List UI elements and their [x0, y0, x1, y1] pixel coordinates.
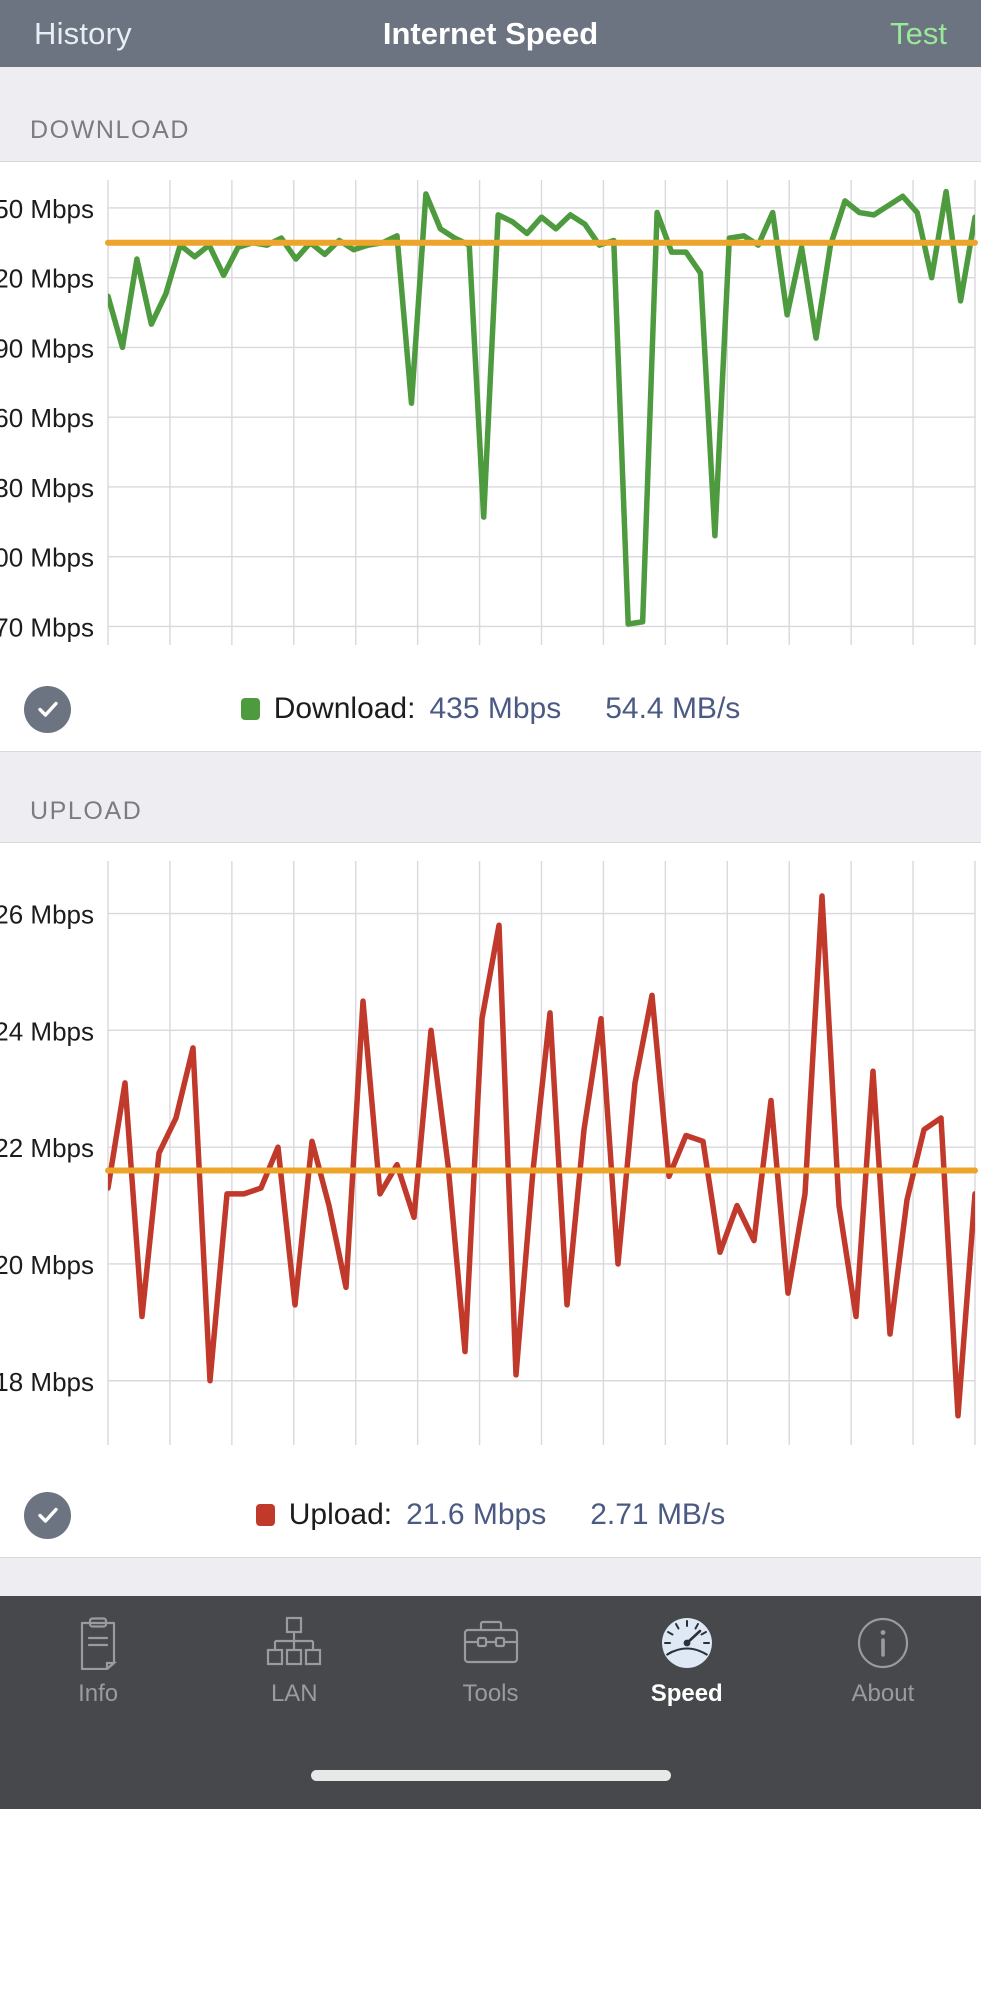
speedometer-icon	[656, 1612, 718, 1674]
download-legend-swatch	[240, 698, 260, 720]
page-title: Internet Speed	[382, 15, 599, 51]
upload-summary-text: Upload: 21.6 Mbps 2.71 MB/s	[0, 1498, 981, 1532]
svg-text:420 Mbps: 420 Mbps	[0, 264, 94, 294]
navigation-bar: History Internet Speed Test	[0, 0, 981, 67]
upload-summary-row: Upload: 21.6 Mbps 2.71 MB/s	[0, 1473, 981, 1557]
check-icon	[24, 685, 71, 733]
history-button[interactable]: History	[34, 15, 132, 51]
upload-legend-label: Upload:	[288, 1498, 393, 1531]
home-indicator-area	[0, 1741, 981, 1809]
upload-chart-panel[interactable]: 26 Mbps 24 Mbps 22 Mbps 20 Mbps 18 Mbps	[0, 843, 981, 1473]
tab-tools[interactable]: Tools	[392, 1612, 588, 1708]
bottom-spacer	[0, 1557, 981, 1596]
upload-section-label: UPLOAD	[30, 797, 143, 825]
tab-info-label: Info	[78, 1680, 119, 1707]
tab-lan[interactable]: LAN	[196, 1612, 392, 1708]
tab-lan-label: LAN	[270, 1680, 318, 1707]
test-button[interactable]: Test	[890, 15, 947, 51]
toolbox-icon	[460, 1612, 522, 1674]
network-tree-icon	[263, 1612, 325, 1674]
tab-speed[interactable]: Speed	[589, 1612, 785, 1708]
info-circle-icon	[852, 1612, 914, 1674]
svg-text:22 Mbps: 22 Mbps	[0, 1133, 94, 1163]
svg-text:330 Mbps: 330 Mbps	[0, 473, 94, 503]
home-indicator[interactable]	[310, 1769, 671, 1781]
download-summary-row: Download: 435 Mbps 54.4 MB/s	[0, 667, 981, 751]
svg-text:390 Mbps: 390 Mbps	[0, 333, 94, 363]
download-section-header: DOWNLOAD	[0, 67, 981, 162]
tab-speed-label: Speed	[650, 1680, 723, 1707]
upload-chart[interactable]: 26 Mbps 24 Mbps 22 Mbps 20 Mbps 18 Mbps	[0, 843, 981, 1473]
svg-text:300 Mbps: 300 Mbps	[0, 543, 94, 573]
svg-text:270 Mbps: 270 Mbps	[0, 612, 94, 642]
upload-legend-swatch	[255, 1504, 275, 1526]
tab-about-label: About	[851, 1680, 915, 1707]
upload-speed-mbs: 2.71 MB/s	[590, 1498, 726, 1531]
clipboard-icon	[67, 1612, 129, 1674]
download-speed-mbps: 435 Mbps	[429, 692, 562, 725]
svg-text:450 Mbps: 450 Mbps	[0, 194, 94, 224]
download-chart-panel[interactable]: 450 Mbps 420 Mbps 390 Mbps 360 Mbps 330 Mbps…	[0, 162, 981, 667]
svg-text:20 Mbps: 20 Mbps	[0, 1250, 94, 1280]
tab-tools-label: Tools	[462, 1680, 519, 1707]
svg-text:24 Mbps: 24 Mbps	[0, 1016, 94, 1046]
upload-speed-mbps: 21.6 Mbps	[406, 1498, 547, 1531]
download-speed-mbs: 54.4 MB/s	[605, 692, 741, 725]
download-section-label: DOWNLOAD	[30, 116, 191, 144]
tab-about[interactable]: About	[785, 1612, 981, 1708]
svg-text:26 Mbps: 26 Mbps	[0, 900, 94, 930]
check-icon	[24, 1491, 71, 1539]
svg-text:18 Mbps: 18 Mbps	[0, 1367, 94, 1397]
download-chart[interactable]: 450 Mbps 420 Mbps 390 Mbps 360 Mbps 330 Mbps…	[0, 162, 981, 667]
download-summary-text: Download: 435 Mbps 54.4 MB/s	[0, 692, 981, 726]
download-legend-label: Download:	[273, 692, 416, 725]
upload-section-header: UPLOAD	[0, 751, 981, 843]
tab-bar: Info LAN	[0, 1596, 981, 1741]
tab-info[interactable]: Info	[0, 1612, 196, 1708]
svg-text:360 Mbps: 360 Mbps	[0, 403, 94, 433]
